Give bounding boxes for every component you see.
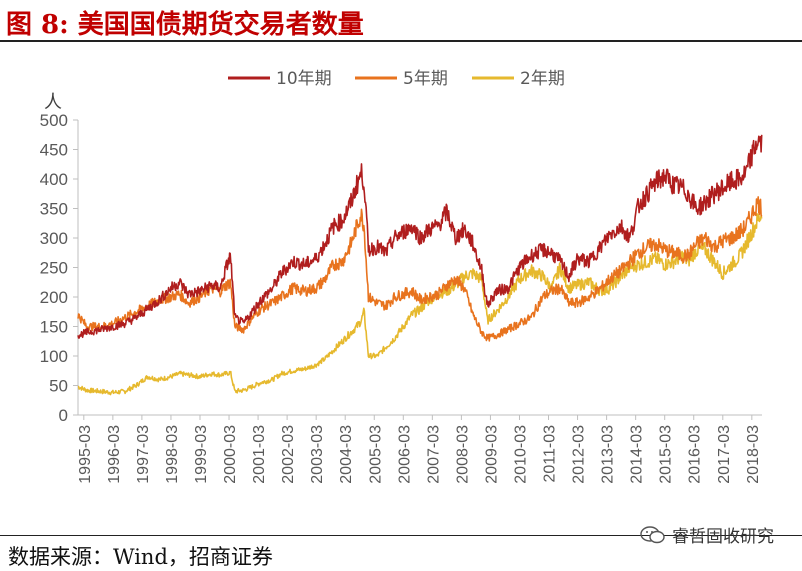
y-tick-label: 500 (40, 111, 68, 130)
source-note: 数据来源：Wind，招商证券 (8, 545, 273, 569)
y-tick-label: 400 (40, 170, 68, 189)
wechat-icon (640, 525, 665, 543)
x-tick-label: 2001-03 (251, 425, 268, 484)
x-tick-label: 2007-03 (425, 425, 442, 484)
y-tick-label: 100 (40, 347, 68, 366)
x-tick-label: 2002-03 (280, 425, 297, 484)
x-tick-label: 2004-03 (338, 425, 355, 484)
x-tick-label: 2018-03 (745, 425, 762, 484)
y-tick-label: 200 (40, 288, 68, 307)
x-tick-label: 2014-03 (629, 425, 646, 484)
x-tick-label: 2016-03 (687, 425, 704, 484)
title-divider (0, 40, 802, 42)
x-tick-label: 2003-03 (309, 425, 326, 484)
y-tick-label: 50 (49, 377, 68, 396)
series-line-5y (77, 196, 763, 342)
x-tick-label: 2006-03 (396, 425, 413, 484)
x-tick-label: 2013-03 (600, 425, 617, 484)
legend-label: 10年期 (276, 69, 332, 89)
x-tick-label: 2009-03 (483, 425, 500, 484)
series-line-10y (77, 134, 763, 339)
x-tick-label: 2017-03 (716, 425, 733, 484)
x-tick-label: 2008-03 (454, 425, 471, 484)
page-title: 图 8: 美国国债期货交易者数量 (6, 10, 364, 40)
x-tick-label: 2011-03 (542, 425, 559, 483)
x-tick-label: 2000-03 (222, 425, 239, 484)
watermark-text: 睿哲固收研究 (672, 527, 774, 547)
x-tick-label: 1995-03 (77, 425, 94, 484)
y-tick-label: 450 (40, 141, 68, 160)
x-tick-label: 1997-03 (135, 425, 152, 484)
y-tick-label: 150 (40, 318, 68, 337)
x-tick-label: 2015-03 (658, 425, 675, 484)
y-tick-label: 0 (59, 406, 68, 425)
y-tick-label: 250 (40, 259, 68, 278)
series-line-2y (77, 213, 763, 396)
footer-divider (0, 535, 802, 536)
x-tick-label: 2005-03 (367, 425, 384, 484)
y-axis-label: 人 (44, 92, 62, 113)
x-tick-label: 1998-03 (164, 425, 181, 484)
legend-label: 2年期 (520, 69, 565, 89)
y-tick-label: 300 (40, 229, 68, 248)
x-tick-label: 2010-03 (512, 425, 529, 484)
legend-label: 5年期 (403, 69, 448, 89)
y-tick-label: 350 (40, 200, 68, 219)
x-tick-label: 1996-03 (106, 425, 123, 484)
watermark: 睿哲固收研究 (640, 522, 774, 547)
x-tick-label: 2012-03 (571, 425, 588, 484)
x-tick-label: 1999-03 (193, 425, 210, 484)
